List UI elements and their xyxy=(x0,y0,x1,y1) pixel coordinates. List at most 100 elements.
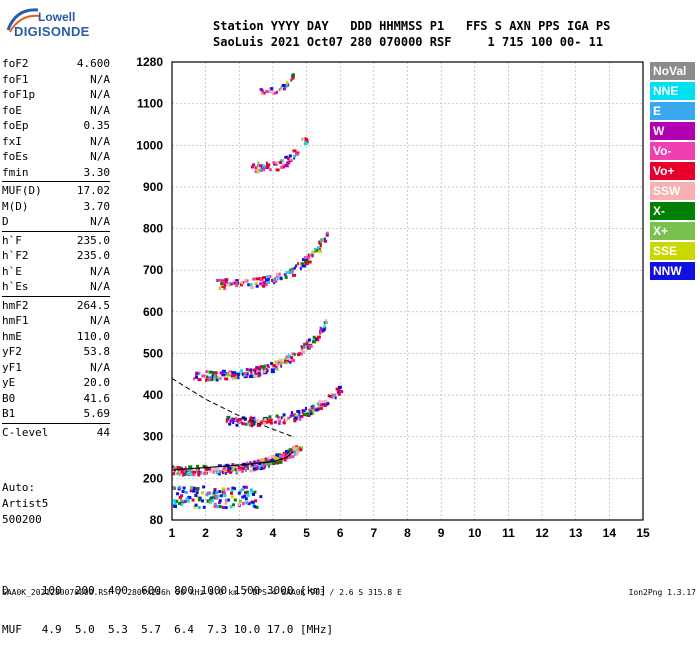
echo-point xyxy=(224,283,227,287)
param-row: hmF1 N/A xyxy=(2,313,110,329)
echo-point xyxy=(298,448,302,452)
legend-entry: W xyxy=(650,122,695,140)
echo-point xyxy=(278,419,282,423)
param-name: hmE xyxy=(2,329,22,343)
echo-point xyxy=(181,489,185,493)
echo-point xyxy=(268,418,273,422)
echo-point xyxy=(275,459,280,463)
echo-point xyxy=(214,371,218,375)
autoscaling-info: Auto: Artist5 500200 xyxy=(2,480,48,528)
echo-point xyxy=(235,423,239,427)
param-value: 235.0 xyxy=(76,233,110,247)
echo-point xyxy=(268,463,271,467)
echo-point xyxy=(180,502,184,506)
muf-frequency-row: MUF 4.9 5.0 5.3 5.7 6.4 7.3 10.0 17.0 [M… xyxy=(2,623,334,636)
echo-point xyxy=(302,413,307,417)
echo-point xyxy=(212,495,216,499)
echo-point xyxy=(249,285,254,289)
param-row: yF1 N/A xyxy=(2,360,110,376)
param-row: foEs N/A xyxy=(2,149,110,165)
echo-point xyxy=(261,164,265,168)
echo-point xyxy=(272,364,276,368)
echo-point xyxy=(186,472,189,476)
echo-point xyxy=(317,402,320,406)
echo-point xyxy=(302,345,306,349)
echo-point xyxy=(245,422,248,426)
y-tick-label: 800 xyxy=(143,222,163,236)
x-tick-label: 5 xyxy=(303,526,310,540)
echo-point xyxy=(243,371,247,375)
echo-point xyxy=(229,469,232,473)
echo-point xyxy=(226,373,231,377)
echo-point xyxy=(293,419,297,423)
echo-point xyxy=(232,373,237,377)
echo-point xyxy=(230,468,234,472)
echo-point xyxy=(278,421,281,425)
echo-point xyxy=(272,161,276,165)
echo-point xyxy=(310,410,315,414)
echo-point xyxy=(239,283,243,287)
echo-point xyxy=(178,501,182,505)
echo-point xyxy=(207,376,211,380)
echo-point xyxy=(293,352,296,356)
legend-entry: Vo+ xyxy=(650,162,695,180)
echo-point xyxy=(189,485,193,489)
echo-point xyxy=(308,344,313,348)
echo-point xyxy=(212,372,215,376)
echo-point xyxy=(234,468,237,472)
echo-point xyxy=(334,396,337,400)
echo-point xyxy=(259,88,263,92)
echo-point xyxy=(331,395,334,399)
echo-point xyxy=(295,264,298,268)
echo-point xyxy=(176,466,181,470)
echo-point xyxy=(279,159,284,163)
echo-point xyxy=(287,157,291,161)
echo-point xyxy=(227,283,230,287)
echo-point xyxy=(294,452,299,456)
echo-point xyxy=(228,281,231,285)
echo-point xyxy=(316,335,321,339)
echo-point xyxy=(327,394,330,398)
echo-point xyxy=(329,394,334,398)
echo-point xyxy=(212,470,215,474)
echo-point xyxy=(257,161,260,165)
echo-point xyxy=(269,90,274,94)
echo-point xyxy=(250,422,254,426)
echo-point xyxy=(292,447,296,451)
echo-point xyxy=(231,503,235,507)
param-value: N/A xyxy=(90,150,110,163)
echo-point xyxy=(257,374,260,378)
echo-point xyxy=(299,446,304,450)
param-row: h`Es N/A xyxy=(2,279,110,295)
echo-point xyxy=(256,459,260,463)
echo-point xyxy=(240,469,244,473)
echo-point xyxy=(298,412,301,416)
echo-point xyxy=(289,448,293,452)
echo-point xyxy=(189,489,193,493)
echo-point xyxy=(266,163,271,167)
echo-point xyxy=(272,91,277,95)
echo-point xyxy=(289,360,292,364)
echo-point xyxy=(194,493,198,497)
echo-point xyxy=(245,501,249,505)
param-row: MUF(D) 17.02 xyxy=(2,183,110,199)
echo-point xyxy=(193,473,196,477)
echo-point xyxy=(303,142,308,146)
echo-point xyxy=(308,338,312,342)
echo-point xyxy=(196,464,200,468)
y-tick-label: 200 xyxy=(143,471,163,485)
echo-point xyxy=(197,498,201,502)
echo-point xyxy=(305,342,309,346)
echo-point xyxy=(238,499,242,503)
param-name: foEs xyxy=(2,150,29,163)
logo-swoosh-icon xyxy=(6,8,41,33)
echo-point xyxy=(323,324,326,328)
virtual-height-curve xyxy=(171,451,294,471)
echo-point xyxy=(335,387,340,391)
echo-point xyxy=(231,371,236,375)
echo-point xyxy=(278,272,281,276)
echo-point xyxy=(315,338,320,342)
param-value: N/A xyxy=(90,103,110,117)
echo-point xyxy=(215,496,219,500)
echo-point xyxy=(290,455,295,459)
